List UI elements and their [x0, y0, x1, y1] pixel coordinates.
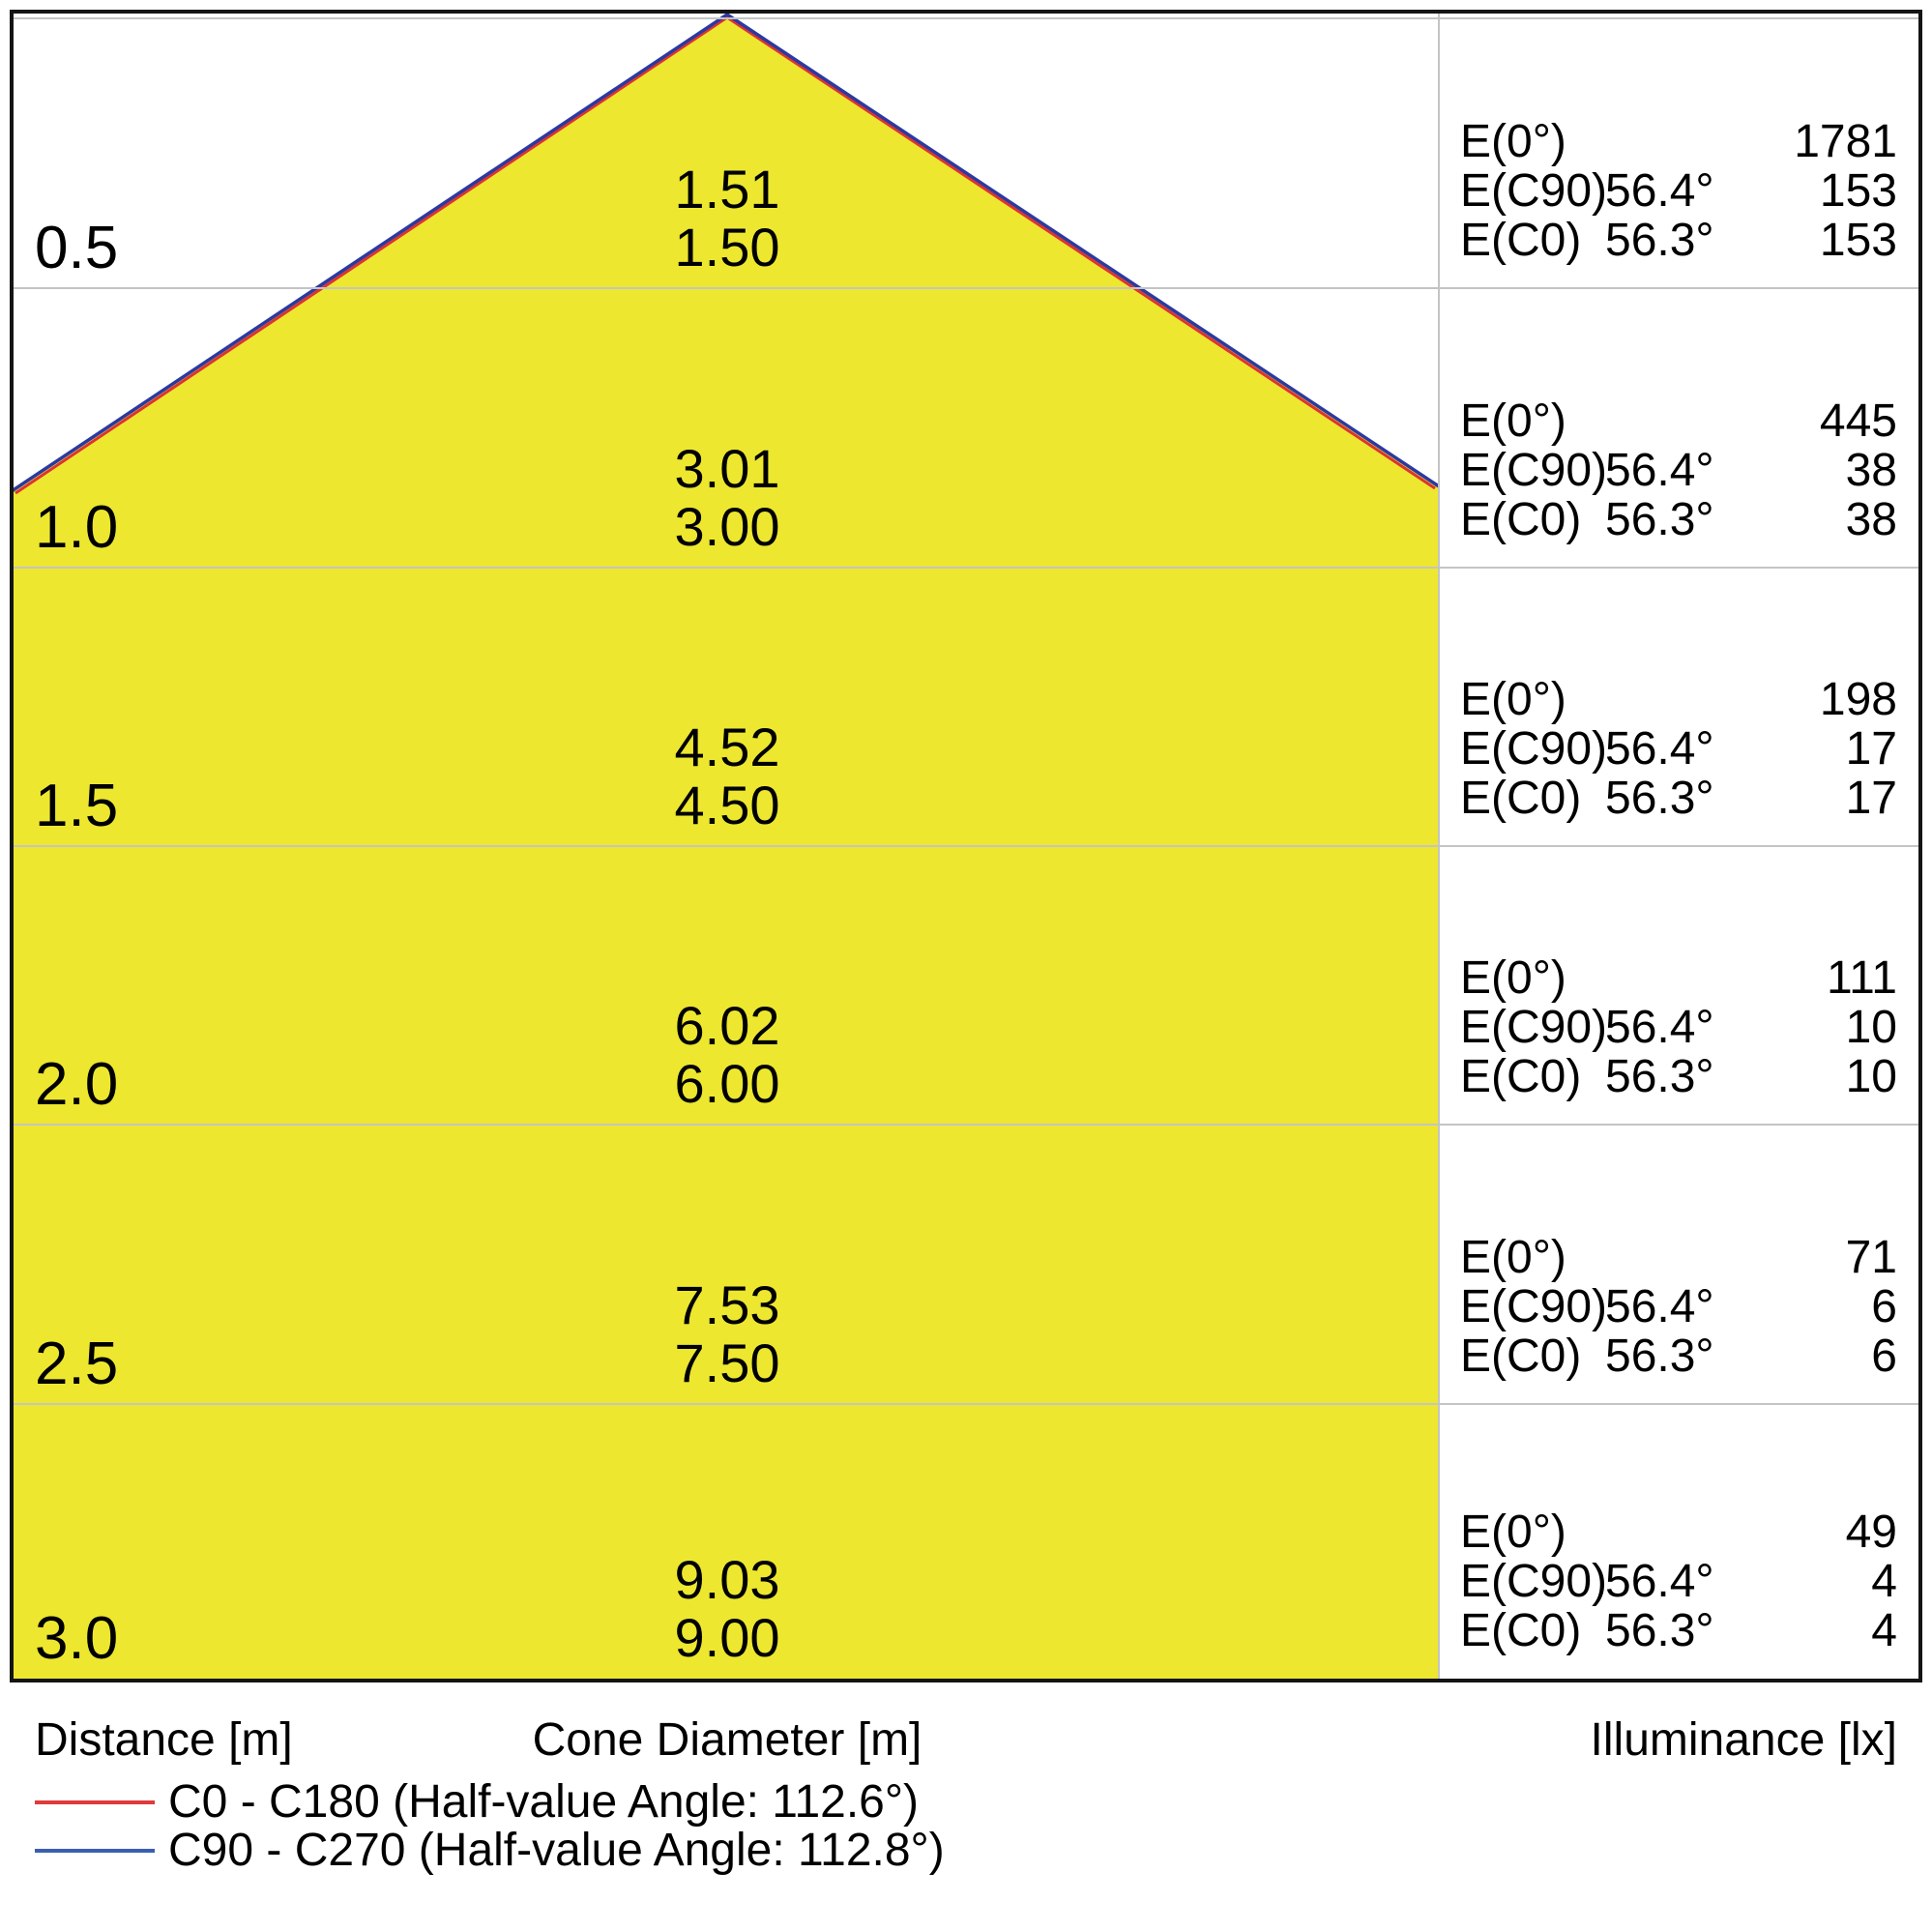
cone-diameter-values: 7.53 7.50 [437, 1276, 1017, 1392]
ec0-value: 17 [1845, 773, 1897, 824]
distance-label: 2.0 [35, 1051, 119, 1118]
e0-label: E(0°) [1460, 116, 1566, 167]
ec90-angle: 56.4° [1605, 723, 1714, 775]
ec0-label: E(C0) [1460, 1051, 1582, 1102]
ec90-label: E(C90) [1460, 723, 1608, 775]
e0-label: E(0°) [1460, 395, 1566, 447]
distance-label: 1.0 [35, 494, 119, 561]
ec0-angle: 56.3° [1605, 215, 1714, 266]
ec0-label: E(C0) [1460, 1605, 1582, 1656]
cone-diameter-c0: 4.50 [674, 775, 780, 835]
ec0-label: E(C0) [1460, 494, 1582, 545]
cone-diameter-c90: 1.51 [674, 159, 780, 219]
cone-diameter-c0: 9.00 [674, 1607, 780, 1668]
ec90-label: E(C90) [1460, 165, 1608, 217]
cone-diameter-values: 9.03 9.00 [437, 1551, 1017, 1667]
grid-lines [12, 12, 1920, 1681]
axis-label-illuminance: Illuminance [lx] [1590, 1714, 1897, 1766]
ec0-label: E(C0) [1460, 215, 1582, 266]
axis-label-distance: Distance [m] [35, 1714, 293, 1766]
cone-diameter-c90: 9.03 [674, 1549, 780, 1610]
ec90-label: E(C90) [1460, 1281, 1608, 1332]
e0-value: 198 [1819, 674, 1897, 725]
ec0-label: E(C0) [1460, 1331, 1582, 1382]
ec0-value: 4 [1871, 1605, 1897, 1656]
ec0-value: 38 [1845, 494, 1897, 545]
cone-diameter-c0: 7.50 [674, 1332, 780, 1393]
ec90-angle: 56.4° [1605, 1281, 1714, 1332]
light-cone-fill [12, 15, 1439, 1681]
legend-item-c90-c270: C90 - C270 (Half-value Angle: 112.8°) [35, 1827, 945, 1875]
ec0-angle: 56.3° [1605, 1051, 1714, 1102]
e0-value: 111 [1827, 952, 1897, 1004]
e0-value: 49 [1845, 1507, 1897, 1558]
illuminance-block: E(0°) 71 E(C90) 56.4° 6 E(C0) 56.3° 6 [1460, 1233, 1897, 1381]
e0-value: 1781 [1794, 116, 1897, 167]
e0-label: E(0°) [1460, 674, 1566, 725]
ec90-label: E(C90) [1460, 1002, 1608, 1053]
legend: C0 - C180 (Half-value Angle: 112.6°) C90… [35, 1778, 945, 1875]
cone-diameter-values: 1.51 1.50 [437, 161, 1017, 277]
distance-label: 0.5 [35, 215, 119, 281]
ec90-value: 10 [1845, 1002, 1897, 1053]
ec0-value: 10 [1845, 1051, 1897, 1102]
cone-diameter-values: 6.02 6.00 [437, 997, 1017, 1113]
ec90-label: E(C90) [1460, 1556, 1608, 1607]
ec0-angle: 56.3° [1605, 494, 1714, 545]
ec90-angle: 56.4° [1605, 1002, 1714, 1053]
ec0-value: 153 [1819, 215, 1897, 266]
illuminance-block: E(0°) 111 E(C90) 56.4° 10 E(C0) 56.3° 10 [1460, 953, 1897, 1101]
ec90-value: 6 [1871, 1281, 1897, 1332]
chart-border [10, 10, 1922, 1682]
ec90-value: 4 [1871, 1556, 1897, 1607]
distance-label: 1.5 [35, 773, 119, 839]
legend-line-red [35, 1800, 155, 1804]
ec0-angle: 56.3° [1605, 1331, 1714, 1382]
e0-value: 71 [1845, 1232, 1897, 1283]
ec90-value: 38 [1845, 445, 1897, 496]
cone-diameter-c0: 3.00 [674, 496, 780, 557]
legend-item-c0-c180: C0 - C180 (Half-value Angle: 112.6°) [35, 1778, 945, 1827]
ec90-angle: 56.4° [1605, 165, 1714, 217]
ec0-value: 6 [1871, 1331, 1897, 1382]
ec90-label: E(C90) [1460, 445, 1608, 496]
cone-diameter-c0: 6.00 [674, 1053, 780, 1114]
e0-label: E(0°) [1460, 952, 1566, 1004]
distance-label: 3.0 [35, 1605, 119, 1672]
ec90-value: 153 [1819, 165, 1897, 217]
e0-label: E(0°) [1460, 1232, 1566, 1283]
ec90-angle: 56.4° [1605, 1556, 1714, 1607]
ec0-label: E(C0) [1460, 773, 1582, 824]
ec90-value: 17 [1845, 723, 1897, 775]
legend-label-c0-c180: C0 - C180 (Half-value Angle: 112.6°) [168, 1776, 920, 1828]
ec0-angle: 56.3° [1605, 1605, 1714, 1656]
illuminance-block: E(0°) 1781 E(C90) 56.4° 153 E(C0) 56.3° 153 [1460, 117, 1897, 265]
illuminance-block: E(0°) 49 E(C90) 56.4° 4 E(C0) 56.3° 4 [1460, 1507, 1897, 1655]
cone-diameter-values: 3.01 3.00 [437, 440, 1017, 556]
illuminance-block: E(0°) 198 E(C90) 56.4° 17 E(C0) 56.3° 17 [1460, 675, 1897, 823]
distance-label: 2.5 [35, 1331, 119, 1397]
cone-diameter-c90: 4.52 [674, 717, 780, 777]
ec0-angle: 56.3° [1605, 773, 1714, 824]
e0-value: 445 [1819, 395, 1897, 447]
cone-diameter-c90: 3.01 [674, 438, 780, 499]
illuminance-block: E(0°) 445 E(C90) 56.4° 38 E(C0) 56.3° 38 [1460, 396, 1897, 544]
axis-label-cone-diameter: Cone Diameter [m] [532, 1714, 922, 1766]
e0-label: E(0°) [1460, 1507, 1566, 1558]
cone-diameter-values: 4.52 4.50 [437, 718, 1017, 834]
cone-diameter-c0: 1.50 [674, 217, 780, 278]
legend-label-c90-c270: C90 - C270 (Half-value Angle: 112.8°) [168, 1825, 945, 1876]
ec90-angle: 56.4° [1605, 445, 1714, 496]
cone-diameter-c90: 6.02 [674, 995, 780, 1056]
legend-line-blue [35, 1849, 155, 1853]
cone-diameter-c90: 7.53 [674, 1274, 780, 1335]
cone-edge-c90-c270-line [11, 12, 1440, 493]
